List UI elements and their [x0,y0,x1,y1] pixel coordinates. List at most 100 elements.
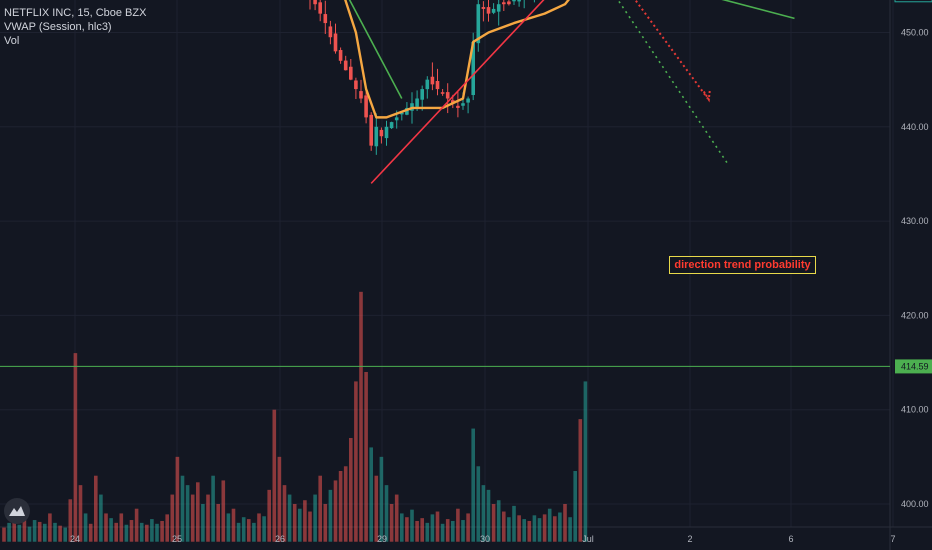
volume-bar [2,527,6,542]
candle [533,0,535,3]
candle [354,77,358,100]
volume-bar [568,517,572,542]
price-tick-label: 420.00 [901,310,929,320]
volume-bar [303,500,307,542]
volume-bar [563,504,567,542]
volume-bar [257,513,261,542]
candle [507,0,511,6]
vwap-indicator-label[interactable]: VWAP (Session, hlc3) [4,21,112,33]
forecast-arrow-head [702,90,711,103]
volume-bar [298,508,302,542]
volume-bar [400,513,404,542]
time-tick-label: 29 [377,534,387,544]
candle-body [405,107,409,115]
volume-bar [338,470,343,542]
candle [481,1,486,22]
volume-bar [231,508,236,542]
direction-trend-annotation[interactable]: direction trend probability [669,256,816,274]
candle [435,68,440,96]
volume-bar [236,522,241,542]
candle-body [323,14,328,24]
volume-bar [343,466,348,542]
volume-bar [145,524,149,542]
volume-bar [139,522,144,542]
volume-bar [471,428,475,542]
volume-series [2,291,588,542]
volume-bar [12,520,16,542]
symbol-label[interactable]: NETFLIX INC, 15, Cboe BZX [4,7,147,19]
volume-bar [241,517,246,542]
candle [420,85,424,111]
volume-bar [262,516,266,542]
candle [323,0,328,34]
volume-bar [496,500,501,542]
candle [338,47,343,64]
price-tag-41459: 414.59 [895,359,932,374]
candle [359,79,363,104]
candle-body [415,98,419,107]
volume-bar [282,485,287,542]
volume-bar [7,522,11,542]
volume-indicator-label[interactable]: Vol [4,35,20,47]
volume-bar [43,523,47,542]
tradingview-logo-icon[interactable] [4,498,30,524]
candle [440,89,445,96]
volume-bar [507,517,511,542]
candle [343,55,348,71]
volume-bar [267,489,271,542]
volume-bar [435,511,440,542]
candle-body [481,7,486,9]
volume-bar [349,437,353,542]
candle [456,91,460,118]
volume-bar [532,515,537,542]
candle-body [517,0,521,2]
volume-bar [170,494,175,542]
volume-bar [522,519,526,542]
volume-bar [287,494,292,542]
price-tick-label: 440.00 [901,122,929,132]
forecast-dotted-line [617,0,729,165]
volume-bar [415,520,419,542]
volume-bar [150,519,154,542]
volume-bar [119,513,124,542]
volume-bar [491,504,496,542]
candle [466,96,470,114]
volume-bar [27,526,32,542]
price-tick-label: 410.00 [901,405,929,415]
volume-bar [318,475,322,542]
volume-bar [292,504,297,542]
candle [313,0,317,11]
volume-bar [553,516,557,542]
candle-body [389,122,394,129]
volume-bar [252,522,256,542]
volume-bar [37,521,42,542]
volume-bar [374,475,379,542]
volume-bar [384,485,389,542]
volume-bar [88,523,93,542]
volume-bar [206,494,210,542]
candle-body [364,95,368,118]
candle [425,76,430,99]
volume-bar [379,456,384,542]
volume-bar [48,513,52,542]
time-tick-label: 25 [172,534,182,544]
candle [328,20,333,45]
price-tag-label: 414.59 [901,361,929,371]
volume-bar [313,494,317,542]
volume-bar [196,482,200,542]
candle-body [491,8,496,13]
candle-body [313,0,317,5]
volume-bar [22,518,27,542]
candle-body [354,80,358,90]
volume-bar [466,513,470,542]
candle [318,0,322,22]
volume-bar [83,513,88,542]
volume-bar [364,371,368,542]
candle [333,23,338,54]
candle-body [466,98,470,103]
volume-bar [430,514,435,542]
volume-bar [547,508,552,542]
volume-bar [354,381,358,542]
volume-bar [308,511,312,542]
